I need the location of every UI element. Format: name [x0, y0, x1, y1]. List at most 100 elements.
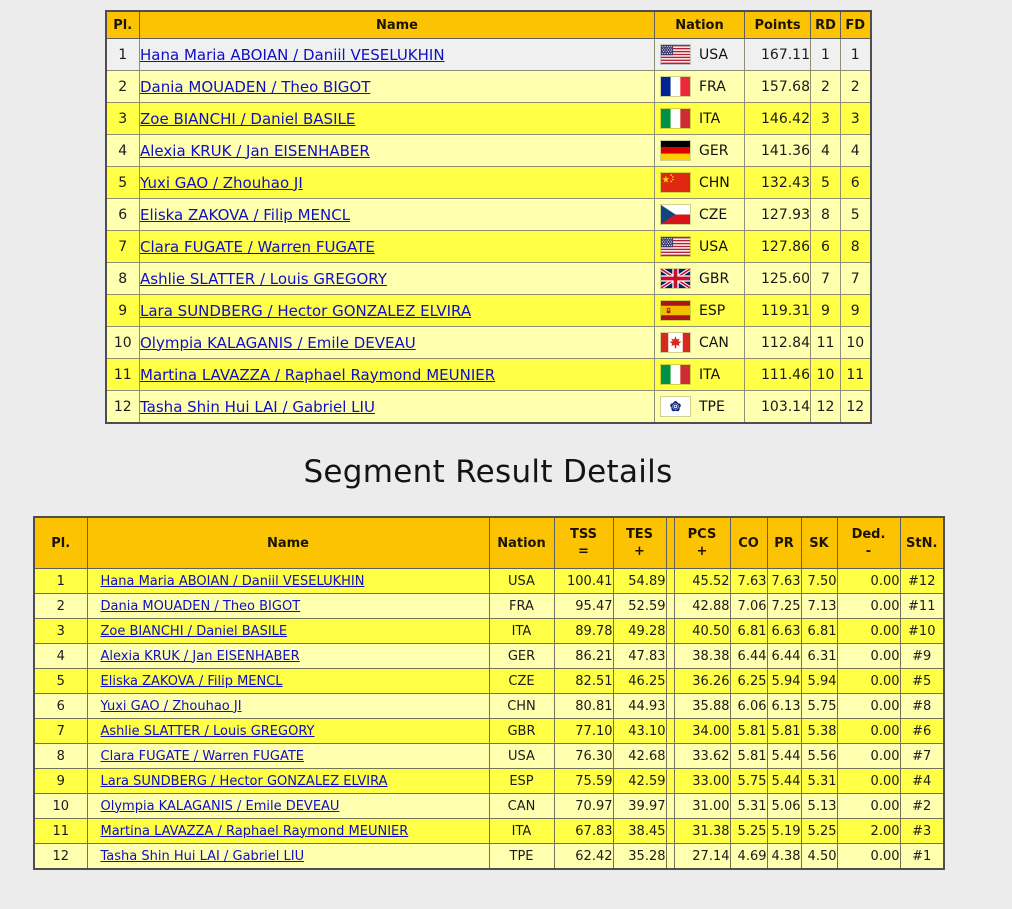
skater-name-link[interactable]: Eliska ZAKOVA / Filip MENCL [140, 205, 351, 224]
skater-name-link[interactable]: Tasha Shin Hui LAI / Gabriel LIU [140, 397, 375, 416]
spacer-cell [665, 793, 675, 819]
cell-nation: CZE [654, 198, 745, 231]
nation-code: GER [699, 142, 729, 159]
cell-place: 3 [105, 102, 140, 135]
nation-cell-content: USA [655, 237, 744, 256]
skater-name-link[interactable]: Tasha Shin Hui LAI / Gabriel LIU [100, 848, 305, 864]
spacer-cell [665, 668, 675, 694]
nation-cell-content: GBR [655, 269, 744, 288]
tss-equals-sign: = [578, 544, 589, 559]
segment-details-table: Pl. Name Nation TSS = TES + PCS + CO PR SK … [33, 516, 945, 870]
segment-row: 11 Martina LAVAZZA / Raphael Raymond MEUN… [33, 818, 945, 844]
skater-name-link[interactable]: Martina LAVAZZA / Raphael Raymond MEUNIE… [100, 823, 409, 839]
skater-name-link[interactable]: Yuxi GAO / Zhouhao JI [140, 173, 303, 192]
cell-points: 146.42 [744, 102, 811, 135]
skater-name-link[interactable]: Clara FUGATE / Warren FUGATE [100, 748, 305, 764]
skater-name-link[interactable]: Ashlie SLATTER / Louis GREGORY [100, 723, 315, 739]
skater-name-link[interactable]: Zoe BIANCHI / Daniel BASILE [100, 623, 288, 639]
cell-pr: 7.25 [766, 593, 802, 619]
segment-row: 6 Yuxi GAO / Zhouhao JI CHN 80.81 44.93 35.88… [33, 693, 945, 719]
cell-name: Olympia KALAGANIS / Emile DEVEAU [139, 326, 655, 359]
cell-co: 5.31 [729, 793, 768, 819]
result-row: 4 Alexia KRUK / Jan EISENHABER GER 141.36 4 4 [105, 134, 871, 167]
skater-name-link[interactable]: Olympia KALAGANIS / Emile DEVEAU [140, 333, 416, 352]
flag-fra-icon [661, 77, 690, 96]
cell-place: 8 [33, 743, 88, 769]
cell-points: 103.14 [744, 390, 811, 424]
result-row: 9 Lara SUNDBERG / Hector GONZALEZ ELVIRA E… [105, 294, 871, 327]
skater-name-link[interactable]: Lara SUNDBERG / Hector GONZALEZ ELVIRA [100, 773, 388, 789]
cell-sk: 7.13 [800, 593, 838, 619]
cell-fd: 6 [840, 166, 871, 199]
col-header-pcs: PCS + [673, 516, 731, 569]
col-header-rd: RD [810, 10, 841, 39]
cell-place: 5 [105, 166, 140, 199]
cell-start-number: #4 [899, 768, 945, 794]
nation-code: CZE [699, 206, 728, 223]
skater-name-link[interactable]: Hana Maria ABOIAN / Daniil VESELUKHIN [140, 45, 445, 64]
cell-pr: 5.44 [766, 743, 802, 769]
skater-name-link[interactable]: Yuxi GAO / Zhouhao JI [100, 698, 242, 714]
tes-label: TES [625, 527, 654, 542]
cell-points: 112.84 [744, 326, 811, 359]
nation-code: TPE [699, 398, 725, 415]
cell-tss: 95.47 [553, 593, 614, 619]
cell-co: 5.25 [729, 818, 768, 844]
skater-name-link[interactable]: Clara FUGATE / Warren FUGATE [140, 237, 375, 256]
tes-plus-sign: + [634, 544, 645, 559]
cell-fd: 7 [840, 262, 871, 295]
flag-tpe-icon [661, 397, 690, 416]
cell-nation: USA [654, 38, 745, 71]
cell-tes: 54.89 [612, 568, 667, 594]
skater-name-link[interactable]: Ashlie SLATTER / Louis GREGORY [140, 269, 387, 288]
flag-ger-icon [661, 141, 690, 160]
skater-name-link[interactable]: Lara SUNDBERG / Hector GONZALEZ ELVIRA [140, 301, 472, 320]
skater-name-link[interactable]: Martina LAVAZZA / Raphael Raymond MEUNIE… [140, 365, 496, 384]
cell-points: 141.36 [744, 134, 811, 167]
cell-pcs: 42.88 [673, 593, 731, 619]
cell-tss: 77.10 [553, 718, 614, 744]
cell-name: Yuxi GAO / Zhouhao JI [139, 166, 655, 199]
cell-start-number: #3 [899, 818, 945, 844]
cell-sk: 5.75 [800, 693, 838, 719]
segment-row: 2 Dania MOUADEN / Theo BIGOT FRA 95.47 52.59… [33, 593, 945, 619]
flag-usa-icon [661, 237, 690, 256]
skater-name-link[interactable]: Eliska ZAKOVA / Filip MENCL [100, 673, 283, 689]
spacer-cell [665, 568, 675, 594]
cell-tss: 67.83 [553, 818, 614, 844]
cell-tss: 76.30 [553, 743, 614, 769]
cell-rd: 6 [810, 230, 841, 263]
page-content: Pl. Name Nation Points RD FD 1 Hana Maria… [33, 10, 945, 870]
cell-nation: GBR [488, 718, 555, 744]
cell-start-number: #1 [899, 843, 945, 870]
skater-name-link[interactable]: Alexia KRUK / Jan EISENHABER [140, 141, 370, 160]
col-header-co: CO [729, 516, 768, 569]
cell-pr: 5.44 [766, 768, 802, 794]
cell-co: 6.81 [729, 618, 768, 644]
cell-sk: 4.50 [800, 843, 838, 870]
segment-row: 4 Alexia KRUK / Jan EISENHABER GER 86.21 47.… [33, 643, 945, 669]
nation-code: GBR [699, 270, 730, 287]
skater-name-link[interactable]: Alexia KRUK / Jan EISENHABER [100, 648, 300, 664]
cell-place: 6 [105, 198, 140, 231]
skater-name-link[interactable]: Dania MOUADEN / Theo BIGOT [100, 598, 301, 614]
cell-sk: 5.31 [800, 768, 838, 794]
skater-name-link[interactable]: Olympia KALAGANIS / Emile DEVEAU [100, 798, 340, 814]
cell-deductions: 0.00 [836, 568, 901, 594]
skater-name-link[interactable]: Hana Maria ABOIAN / Daniil VESELUKHIN [100, 573, 365, 589]
cell-sk: 5.94 [800, 668, 838, 694]
cell-fd: 5 [840, 198, 871, 231]
cell-nation: CHN [488, 693, 555, 719]
cell-sk: 7.50 [800, 568, 838, 594]
col-header-spacer [665, 516, 675, 569]
skater-name-link[interactable]: Dania MOUADEN / Theo BIGOT [140, 77, 371, 96]
cell-rd: 2 [810, 70, 841, 103]
nation-cell-content: ESP [655, 301, 744, 320]
cell-co: 5.81 [729, 718, 768, 744]
col-header-place: Pl. [33, 516, 88, 569]
cell-rd: 4 [810, 134, 841, 167]
cell-pr: 6.63 [766, 618, 802, 644]
cell-nation: CZE [488, 668, 555, 694]
skater-name-link[interactable]: Zoe BIANCHI / Daniel BASILE [140, 109, 356, 128]
cell-nation: FRA [488, 593, 555, 619]
